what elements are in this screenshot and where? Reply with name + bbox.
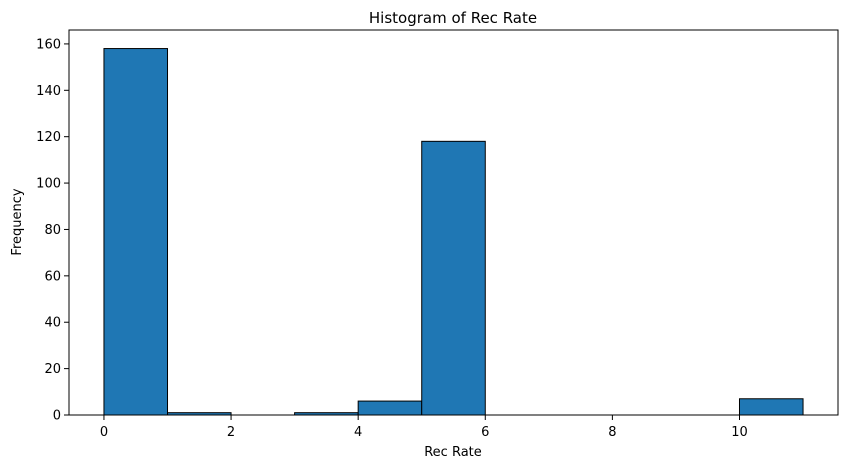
y-tick-label: 100 bbox=[36, 177, 61, 192]
x-tick-label: 4 bbox=[354, 425, 362, 440]
y-tick-label: 40 bbox=[44, 316, 61, 331]
x-tick-label: 2 bbox=[227, 425, 235, 440]
x-tick-label: 0 bbox=[100, 425, 108, 440]
chart-title: Histogram of Rec Rate bbox=[369, 9, 537, 27]
histogram-bar-4 bbox=[357, 400, 423, 416]
y-tick-label: 60 bbox=[44, 269, 61, 284]
y-tick-label: 0 bbox=[53, 409, 61, 424]
x-tick-label: 8 bbox=[608, 425, 616, 440]
histogram-bar-10 bbox=[738, 398, 804, 416]
x-tick-label: 10 bbox=[731, 425, 748, 440]
x-axis-label: Rec Rate bbox=[424, 445, 482, 460]
y-tick-label: 160 bbox=[36, 37, 61, 52]
y-tick-label: 20 bbox=[44, 362, 61, 377]
histogram-bar-0 bbox=[103, 48, 169, 416]
bars-layer bbox=[103, 48, 804, 416]
x-tick-label: 6 bbox=[481, 425, 489, 440]
y-axis-label: Frequency bbox=[10, 188, 25, 255]
histogram-bar-5 bbox=[421, 140, 486, 416]
y-tick-label: 120 bbox=[36, 130, 61, 145]
plot-frame bbox=[68, 29, 839, 416]
y-tick-label: 140 bbox=[36, 84, 61, 99]
y-tick-label: 80 bbox=[44, 223, 61, 238]
